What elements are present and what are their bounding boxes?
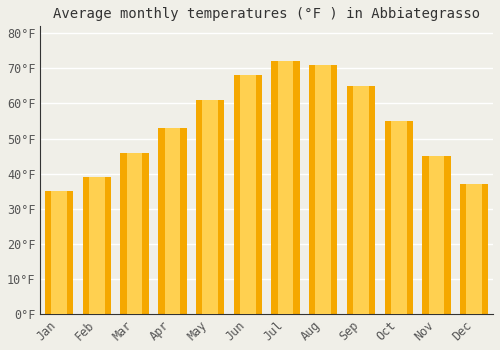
Bar	[158, 128, 186, 314]
Bar	[353, 86, 369, 314]
Bar	[120, 153, 149, 314]
Bar	[316, 65, 331, 314]
Title: Average monthly temperatures (°F ) in Abbiategrasso: Average monthly temperatures (°F ) in Ab…	[53, 7, 480, 21]
Bar	[460, 184, 488, 314]
Bar	[391, 121, 406, 314]
Bar	[347, 86, 375, 314]
Bar	[83, 177, 111, 314]
Bar	[466, 184, 482, 314]
Bar	[234, 75, 262, 314]
Bar	[202, 100, 218, 314]
Bar	[428, 156, 444, 314]
Bar	[196, 100, 224, 314]
Bar	[127, 153, 142, 314]
Bar	[45, 191, 74, 314]
Bar	[52, 191, 67, 314]
Bar	[272, 61, 299, 314]
Bar	[384, 121, 413, 314]
Bar	[278, 61, 293, 314]
Bar	[240, 75, 256, 314]
Bar	[422, 156, 450, 314]
Bar	[309, 65, 338, 314]
Bar	[164, 128, 180, 314]
Bar	[89, 177, 104, 314]
